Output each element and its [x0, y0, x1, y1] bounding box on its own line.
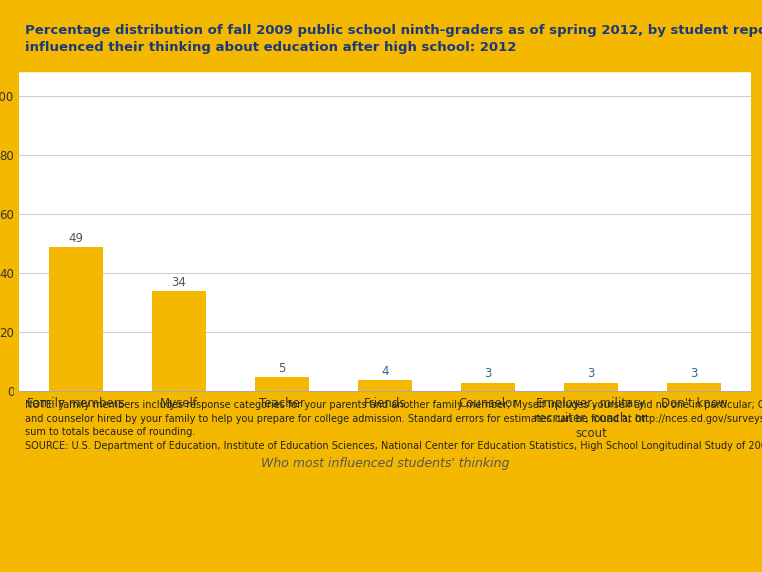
Bar: [152, 291, 206, 391]
Bar: [255, 376, 309, 391]
Bar: [461, 383, 514, 391]
Text: Percentage distribution of fall 2009 public school ninth-graders as of spring 20: Percentage distribution of fall 2009 pub…: [25, 25, 762, 54]
Text: 5: 5: [278, 362, 286, 375]
Text: NOTE: Family members includes response categories for your parents and another f: NOTE: Family members includes response c…: [25, 400, 762, 451]
Text: 4: 4: [381, 364, 389, 378]
Text: 3: 3: [690, 367, 697, 380]
Text: 3: 3: [484, 367, 491, 380]
Text: 3: 3: [588, 367, 594, 380]
Bar: [358, 380, 411, 391]
Text: 49: 49: [69, 232, 83, 245]
Bar: [49, 247, 103, 391]
Bar: [667, 383, 721, 391]
Bar: [564, 383, 618, 391]
Text: 34: 34: [171, 276, 186, 289]
X-axis label: Who most influenced students' thinking: Who most influenced students' thinking: [261, 456, 509, 470]
